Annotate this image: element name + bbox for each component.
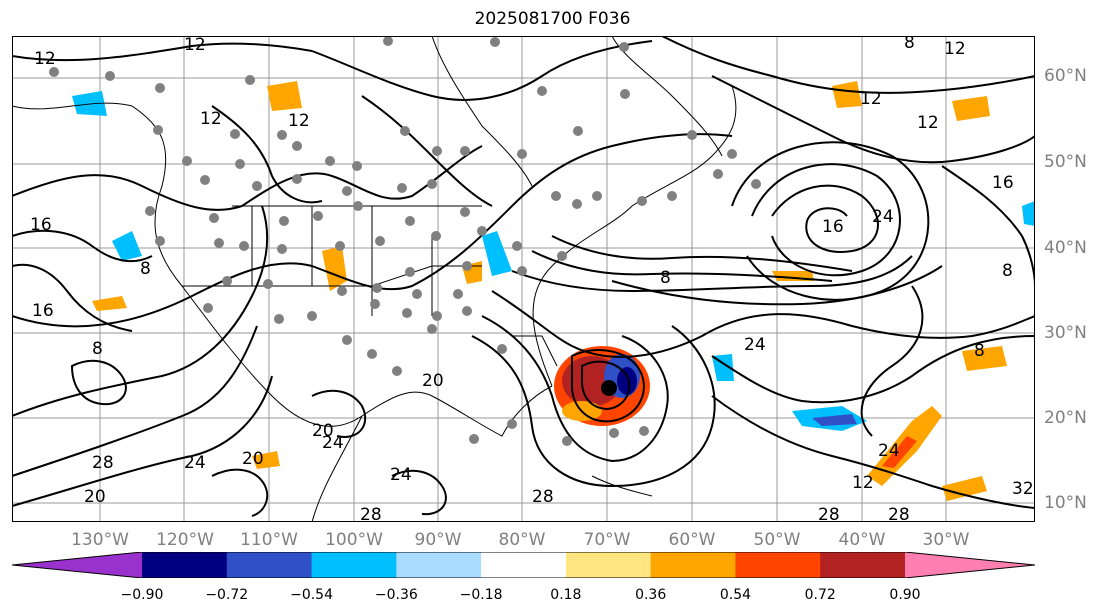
lon-label-110w: 110°W [240,530,298,550]
contour-label: 8 [974,341,985,361]
colorbar [12,552,1035,578]
contour-label: 16 [992,173,1014,193]
colorbar-tick-label: −0.54 [290,587,333,603]
hurricane-core [554,346,650,426]
contour-label: 16 [822,217,844,237]
lat-label-20n: 20°N [1044,408,1087,428]
coastlines [12,36,737,522]
lon-label-80w: 80°W [498,530,546,550]
colorbar-segment [396,552,482,578]
station-dots [49,36,761,446]
contour-label: 8 [660,268,671,288]
contour-label: 28 [888,505,910,522]
lat-label-40n: 40°N [1044,238,1087,258]
lon-label-30w: 30°W [922,530,970,550]
lat-label-30n: 30°N [1044,323,1087,343]
colorbar-segment [142,552,228,578]
colorbar-tick-label: 0.18 [550,587,582,603]
contour-label: 24 [390,465,412,485]
contour-label: 8 [1002,261,1013,281]
lon-label-130w: 130°W [71,530,129,550]
colorbar-segment [311,552,397,578]
contour-label: 24 [184,453,206,473]
map-title: 2025081700 F036 [474,9,631,29]
contour-label: 8 [92,339,103,359]
contour-label: 12 [852,473,874,493]
colorbar-tick-label: −0.18 [459,587,503,603]
colorbar-tick-label: 0.54 [719,587,752,603]
lon-label-40w: 40°W [838,530,886,550]
shading-patches [72,81,1035,501]
colorbar-tick-label: 0.90 [889,587,921,603]
lat-label-60n: 60°N [1044,66,1087,86]
lon-label-70w: 70°W [583,530,631,550]
colorbar-extend-high [905,552,1035,578]
colorbar-tick-label: 0.72 [804,587,836,603]
colorbar-extend-low [12,552,142,578]
colorbar-segment [735,552,821,578]
colorbar-tick-label: −0.90 [120,587,164,603]
contour-label: 20 [84,487,106,507]
contour-label: 24 [744,335,766,355]
colorbar-segment [226,552,313,578]
contour-label: 28 [532,487,554,507]
contour-label: 16 [32,301,54,321]
lat-label-50n: 50°N [1044,152,1087,172]
lon-label-90w: 90°W [414,530,462,550]
contour-label: 32 [1012,479,1034,499]
colorbar-segment [820,552,906,578]
colorbar-segment [650,552,736,578]
colorbar-segment [565,552,652,578]
contour-lines [12,36,1035,517]
colorbar-tick-label: 0.36 [635,587,667,603]
weather-map: 12 12 12 12 12 12 16 16 16 8 8 8 8 12 20… [12,36,1035,522]
lat-label-10n: 10°N [1044,493,1087,513]
contour-label: 12 [200,109,222,129]
lon-label-60w: 60°W [668,530,716,550]
contour-label: 12 [944,39,966,59]
contour-label: 20 [312,421,334,441]
lon-label-120w: 120°W [156,530,214,550]
contour-label: 16 [30,215,52,235]
lon-label-100w: 100°W [325,530,383,550]
contour-label: 12 [288,111,310,131]
contour-label-group: 12 12 12 12 12 12 16 16 16 8 8 8 8 12 20… [30,36,1034,522]
contour-label: 24 [878,441,900,461]
colorbar-tick-label: −0.36 [374,587,418,603]
contour-label: 12 [917,113,939,133]
contour-label: 28 [818,505,840,522]
contour-label: 12 [184,36,206,55]
contour-label: 24 [322,433,344,453]
contour-label: 8 [904,36,915,53]
contour-label: 20 [422,371,444,391]
contour-label: 12 [860,89,882,109]
colorbar-tick-label: −0.72 [205,587,249,603]
contour-label: 8 [140,259,151,279]
colorbar-segment [481,552,567,578]
contour-label: 12 [34,49,56,69]
contour-label: 28 [360,505,382,522]
contour-label: 28 [92,453,114,473]
contour-label: 24 [872,207,894,227]
lon-label-50w: 50°W [753,530,801,550]
contour-label: 20 [242,449,264,469]
